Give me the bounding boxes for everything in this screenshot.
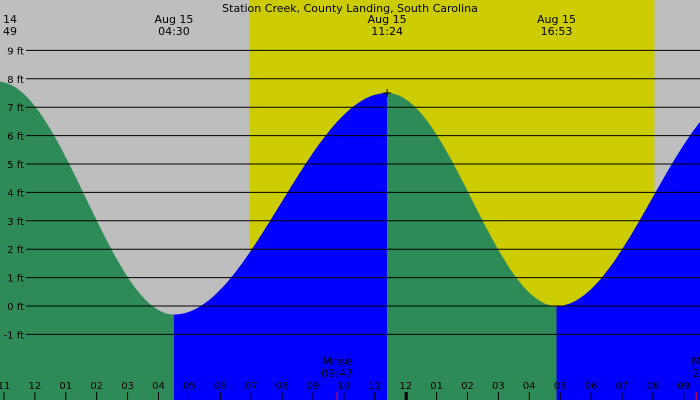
x-tick-label: 03 <box>121 381 134 392</box>
y-tick-label: 0 ft <box>7 302 24 313</box>
x-tick-label: 05 <box>554 381 567 392</box>
x-tick-label: 09 <box>307 381 320 392</box>
y-tick-label: 5 ft <box>7 160 24 171</box>
rising-tide-area <box>556 121 700 400</box>
x-tick-label: 02 <box>90 381 103 392</box>
falling-tide-area <box>387 93 557 400</box>
tide-fill-layer <box>0 81 700 400</box>
y-tick-label: -1 ft <box>4 330 24 341</box>
x-tick-label: 04 <box>152 381 165 392</box>
y-tick-label: 8 ft <box>7 75 24 86</box>
falling-tide-area <box>0 81 174 400</box>
grid-lines <box>26 49 700 335</box>
y-tick-label: 1 ft <box>7 274 24 285</box>
extreme-time-label: 16:53 <box>541 25 573 38</box>
x-tick-label: 01 <box>59 381 72 392</box>
extreme-time-label: 11:24 <box>371 25 403 38</box>
y-tick-label: 9 ft <box>7 46 24 57</box>
x-tick-label: 01 <box>430 381 443 392</box>
x-tick-label: 05 <box>183 381 196 392</box>
y-tick-label: 4 ft <box>7 188 24 199</box>
midnight-marker <box>404 392 408 400</box>
x-tick-label: 08 <box>647 381 660 392</box>
x-tick-label: 12 <box>29 381 42 392</box>
rising-tide-area <box>173 93 388 400</box>
x-tick-label: 07 <box>245 381 258 392</box>
moon-event-time: 09:47 <box>321 367 353 380</box>
x-tick-label: 10 <box>338 381 351 392</box>
extreme-time-label: 49 <box>3 25 17 38</box>
chart-title: Station Creek, County Landing, South Car… <box>222 2 478 15</box>
moon-event-label: Mrise <box>322 355 352 368</box>
x-tick-label: 11 <box>368 381 381 392</box>
y-axis-labels: 9 ft 8 ft 7 ft 6 ft 5 ft 4 ft 3 ft 2 ft 1 ft 0 ft… <box>4 46 24 341</box>
x-tick-label: 06 <box>585 381 598 392</box>
moon-event-label: M <box>691 355 700 368</box>
extreme-date-label: Aug 15 <box>368 13 407 26</box>
x-tick-label: 11 <box>0 381 10 392</box>
extreme-time-label: 04:30 <box>158 25 190 38</box>
y-tick-label: 6 ft <box>7 132 24 143</box>
moon-event-time: 2 <box>693 367 700 380</box>
x-tick-label: 09 <box>677 381 690 392</box>
x-tick-label: 08 <box>276 381 289 392</box>
extreme-date-label: Aug 15 <box>154 13 193 26</box>
y-tick-label: 2 ft <box>7 245 24 256</box>
x-tick-label: 06 <box>214 381 227 392</box>
y-tick-label: 7 ft <box>7 103 24 114</box>
x-tick-label: 07 <box>616 381 629 392</box>
x-tick-label: 02 <box>461 381 474 392</box>
extreme-date-label: 14 <box>3 13 17 26</box>
y-tick-label: 3 ft <box>7 217 24 228</box>
x-axis-ticks: 11 12 01 02 03 04 05 06 07 08 09 10 11 12 01 02 03 04 05 06… <box>0 381 690 400</box>
x-tick-label: 04 <box>523 381 536 392</box>
x-tick-label: 03 <box>492 381 505 392</box>
x-tick-label: 12 <box>399 381 412 392</box>
extreme-date-label: Aug 15 <box>537 13 576 26</box>
